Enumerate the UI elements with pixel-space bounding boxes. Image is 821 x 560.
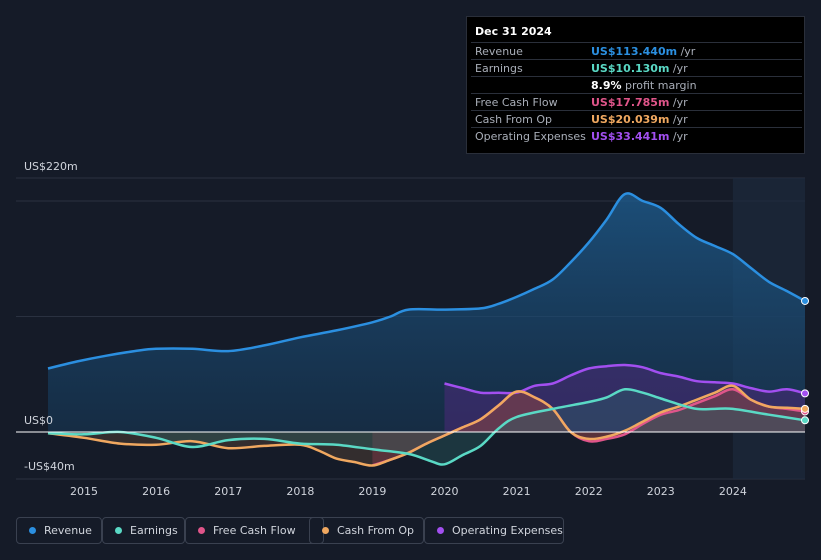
legend-label: Operating Expenses [452, 524, 563, 537]
tooltip-row: Operating Expenses US$33.441m /yr [471, 127, 802, 145]
legend-label: Cash From Op [337, 524, 415, 537]
legend-label: Revenue [44, 524, 92, 537]
legend-item-revenue[interactable]: Revenue [16, 517, 102, 544]
legend-dot-icon [198, 527, 205, 534]
y-axis-label-top: US$220m [24, 160, 78, 173]
x-tick-label: 2015 [70, 485, 98, 498]
series-endpoints [801, 296, 809, 425]
x-tick-label: 2018 [286, 485, 314, 498]
revenue-endpoint [801, 296, 809, 305]
tooltip-row-label: Cash From Op [475, 113, 553, 126]
tooltip-date: Dec 31 2024 [475, 25, 552, 38]
x-axis-ticks: 2015 2016 2017 2018 2019 2020 2021 2022 2023 2024 [70, 485, 747, 498]
legend-dot-icon [115, 527, 122, 534]
legend-dot-icon [322, 527, 329, 534]
earnings-area [48, 389, 805, 465]
tooltip-row: Cash From Op US$20.039m /yr [471, 110, 802, 128]
tooltip: Dec 31 2024 Revenue US$113.440m /yr Earnin… [466, 16, 805, 154]
earnings-line [47, 387, 806, 466]
tooltip-row-value: US$113.440m /yr [591, 45, 696, 58]
tooltip-row: Earnings US$10.130m /yr [471, 59, 802, 77]
tooltip-row: 8.9% profit margin [471, 76, 802, 94]
x-tick-label: 2021 [503, 485, 531, 498]
x-tick-label: 2024 [719, 485, 747, 498]
revenue-line [47, 192, 806, 370]
legend-item-earnings[interactable]: Earnings [102, 517, 185, 544]
legend-item-operating-expenses[interactable]: Operating Expenses [424, 517, 564, 544]
operating-expenses-endpoint [801, 389, 809, 398]
y-axis-label-bottom: -US$40m [24, 460, 75, 473]
x-tick-label: 2020 [431, 485, 459, 498]
series-lines [16, 192, 806, 467]
legend-dot-icon [437, 527, 444, 534]
x-tick-label: 2019 [358, 485, 386, 498]
tooltip-row-value: US$20.039m /yr [591, 113, 688, 126]
x-tick-label: 2022 [575, 485, 603, 498]
x-tick-label: 2023 [647, 485, 675, 498]
y-axis-label-zero: US$0 [24, 414, 53, 427]
cash-from-op-area [48, 385, 805, 466]
tooltip-row-label: Earnings [475, 62, 523, 75]
tooltip-row-label: Operating Expenses [475, 130, 586, 143]
x-tick-label: 2017 [214, 485, 242, 498]
legend-item-free-cash-flow[interactable]: Free Cash Flow [185, 517, 324, 544]
operating-expenses-area [444, 364, 805, 432]
x-tick-label: 2016 [142, 485, 170, 498]
tooltip-row-label: Revenue [475, 45, 523, 58]
legend-label: Earnings [130, 524, 178, 537]
tooltip-row-label: Free Cash Flow [475, 96, 558, 109]
tooltip-row-value: 8.9% profit margin [591, 79, 697, 92]
legend-label: Free Cash Flow [213, 524, 296, 537]
cash-from-op-line [47, 384, 806, 467]
operating-expenses-line [444, 363, 806, 395]
legend-item-cash-from-op[interactable]: Cash From Op [309, 517, 424, 544]
tooltip-row-value: US$10.130m /yr [591, 62, 688, 75]
series-areas [48, 193, 805, 466]
cash-from-op-endpoint [801, 404, 809, 413]
tooltip-row-value: US$17.785m /yr [591, 96, 688, 109]
tooltip-row-value: US$33.441m /yr [591, 130, 688, 143]
tooltip-row: Free Cash Flow US$17.785m /yr [471, 93, 802, 111]
earnings-endpoint [801, 416, 809, 425]
legend-dot-icon [29, 527, 36, 534]
tooltip-row: Revenue US$113.440m /yr [471, 42, 802, 60]
